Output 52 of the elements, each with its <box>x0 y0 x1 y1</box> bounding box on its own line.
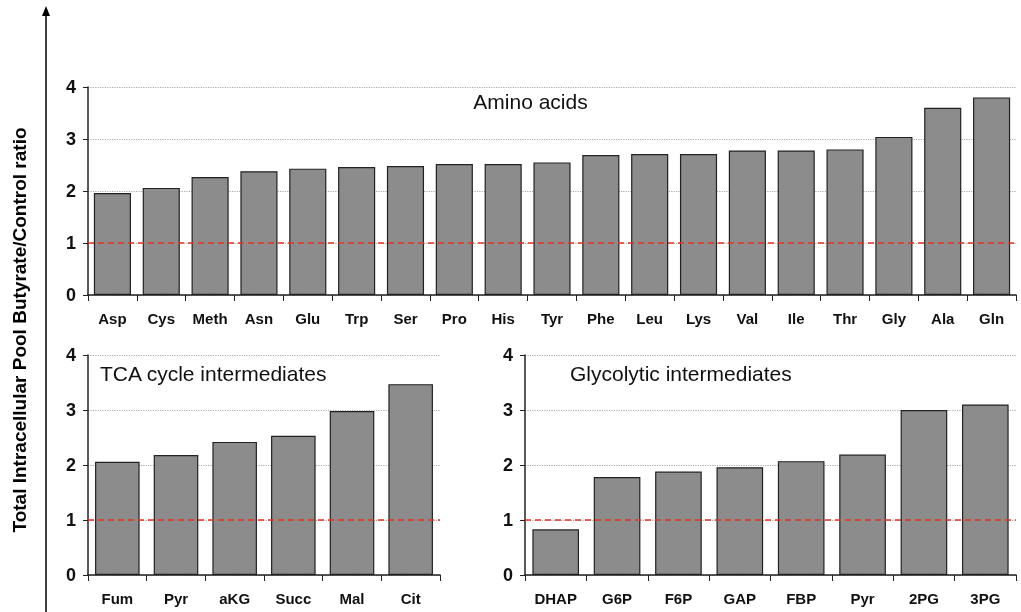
y-tick-label: 3 <box>502 400 513 420</box>
x-tick-label: Pro <box>441 310 467 327</box>
x-tick-label: Asn <box>244 310 274 327</box>
x-tick-label: 3PG <box>970 590 1001 607</box>
y-tick-label: 1 <box>502 510 513 530</box>
x-tick-label: DHAP <box>534 590 577 607</box>
y-tick-label: 2 <box>65 181 76 201</box>
chart-title: Amino acids <box>473 90 588 113</box>
x-tick-label: Pyr <box>850 590 875 607</box>
x-tick-label: His <box>491 310 515 327</box>
chart-title: Glycolytic intermediates <box>570 362 792 385</box>
x-tick-label: FBP <box>786 590 817 607</box>
x-tick-label: Fum <box>101 590 134 607</box>
x-tick-label: Phe <box>587 310 615 327</box>
y-tick-label: 2 <box>65 455 76 475</box>
x-tick-label: aKG <box>219 590 251 607</box>
x-tick-label: Thr <box>832 310 858 327</box>
x-tick-label: Cys <box>147 310 176 327</box>
y-tick-label: 0 <box>65 285 76 305</box>
x-tick-label: Ala <box>931 310 956 327</box>
y-tick-label: 4 <box>502 345 513 365</box>
x-tick-label: Ile <box>787 310 805 327</box>
y-tick-label: 3 <box>65 400 76 420</box>
y-tick-label: 4 <box>65 345 76 365</box>
y-tick-label: 1 <box>65 233 76 253</box>
x-tick-label: G6P <box>602 590 633 607</box>
x-tick-label: Mal <box>339 590 365 607</box>
x-tick-label: Val <box>736 310 759 327</box>
x-tick-label: Ser <box>393 310 418 327</box>
x-tick-label: Gly <box>881 310 907 327</box>
x-tick-label: Tyr <box>540 310 564 327</box>
y-axis-title: Total Intracellular Pool Butyrate/Control ratio <box>9 127 31 533</box>
x-tick-label: Meth <box>192 310 228 327</box>
y-tick-label: 0 <box>65 565 76 585</box>
x-tick-label: Asp <box>98 310 127 327</box>
x-tick-label: Trp <box>344 310 369 327</box>
x-tick-label: Leu <box>636 310 664 327</box>
y-tick-label: 4 <box>65 77 76 97</box>
x-tick-label: Gln <box>979 310 1005 327</box>
x-tick-label: Pyr <box>163 590 189 607</box>
x-tick-label: Glu <box>295 310 321 327</box>
y-tick-label: 2 <box>502 455 513 475</box>
x-tick-label: Cit <box>400 590 421 607</box>
x-tick-label: Lys <box>685 310 712 327</box>
y-tick-label: 1 <box>65 510 76 530</box>
y-tick-label: 3 <box>65 129 76 149</box>
y-tick-label: 0 <box>502 565 513 585</box>
x-tick-label: F6P <box>664 590 693 607</box>
x-tick-label: GAP <box>723 590 757 607</box>
x-tick-label: 2PG <box>908 590 939 607</box>
chart-title: TCA cycle intermediates <box>100 362 327 385</box>
x-tick-label: Succ <box>275 590 312 607</box>
